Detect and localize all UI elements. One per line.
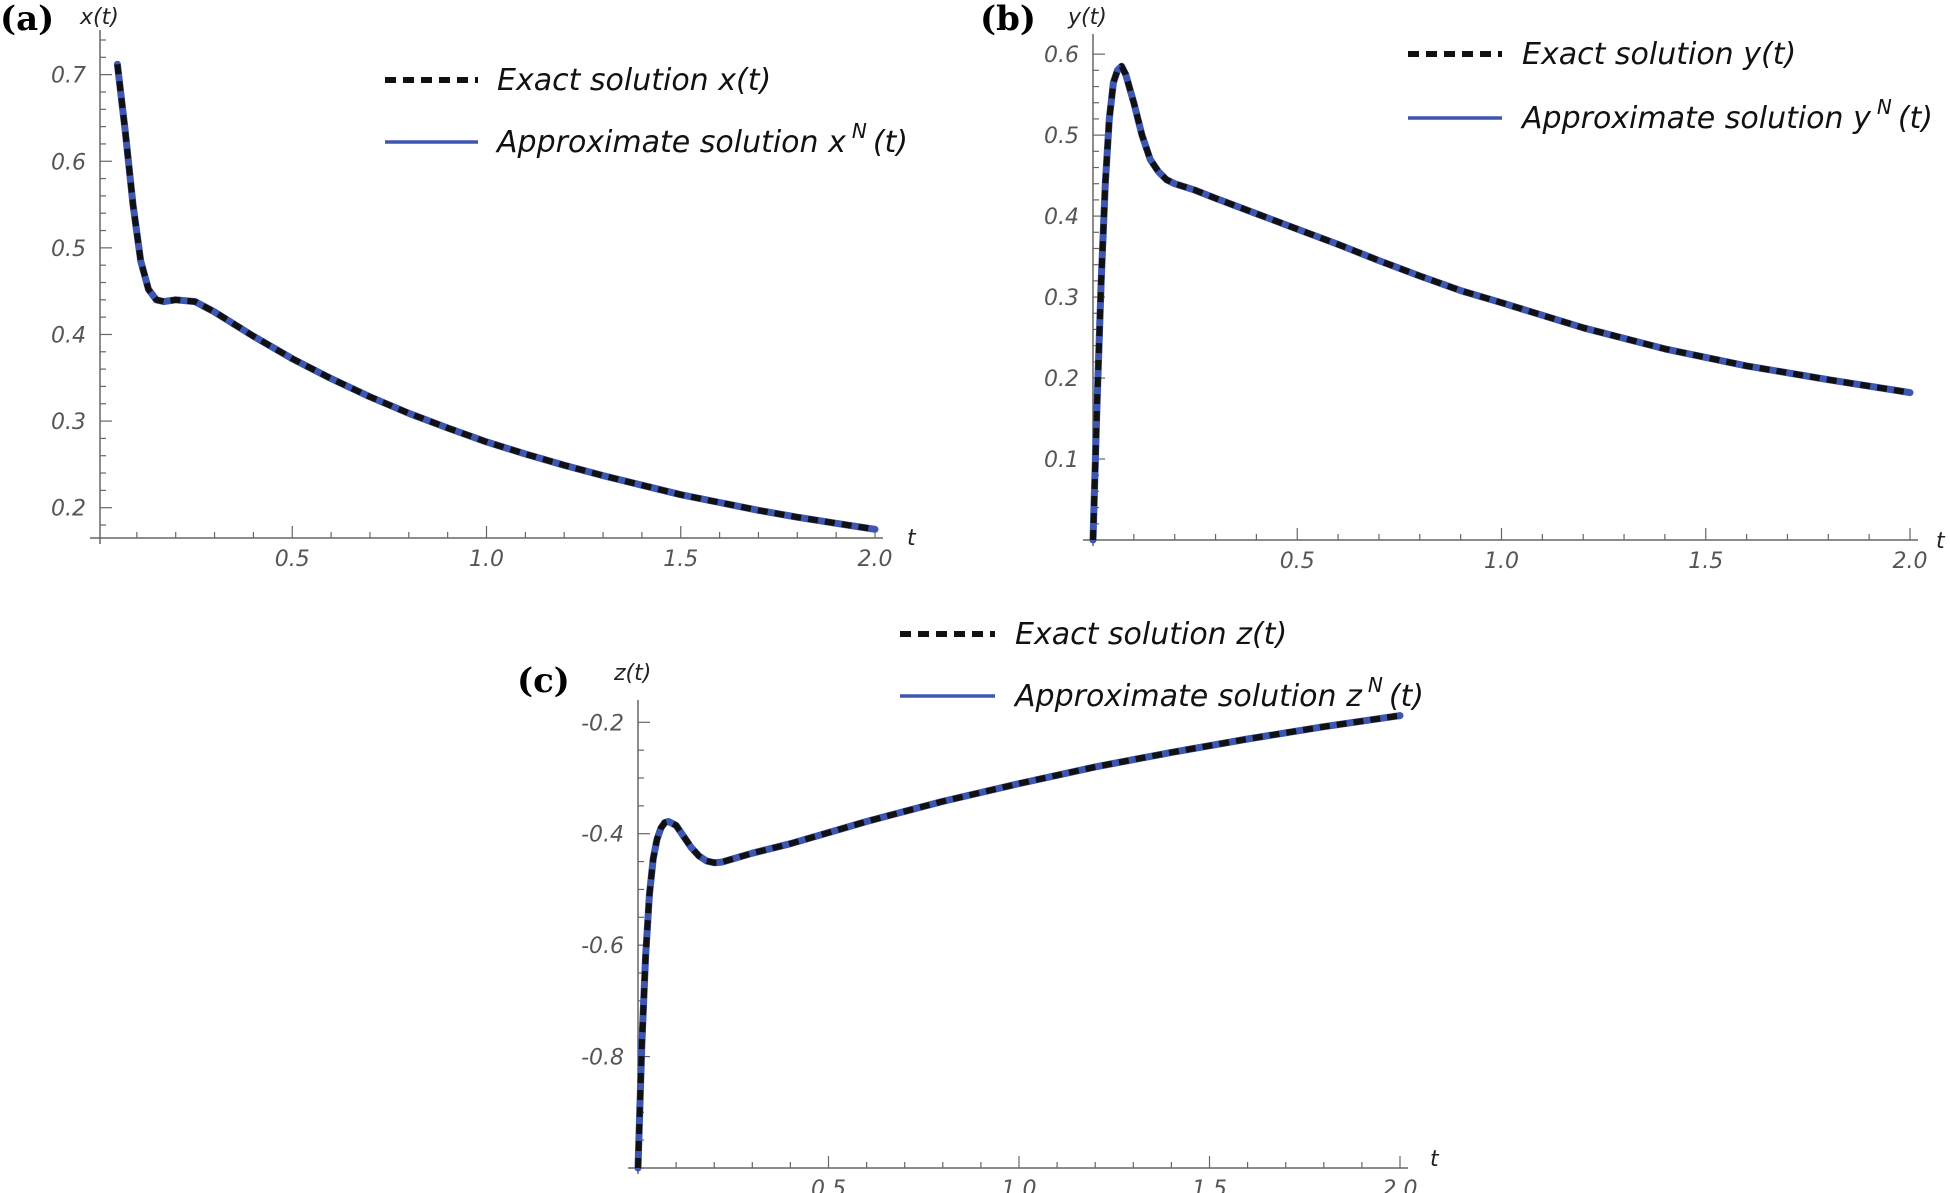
y-tick-label: 0.1 [1044,448,1079,473]
legend-exact-label: Exact solution x(t) [497,63,771,98]
y-tick-label: 0.5 [51,237,86,262]
y-tick-label: -0.4 [581,823,624,848]
x-tick-label: 0.5 [275,547,310,572]
series-approx-line [634,712,1404,1172]
curves-group [113,60,879,533]
axes-group: 0.5 1.0 1.5 2.0 0.2 0.3 0.4 0.5 0.6 0.7 [51,30,893,572]
x-tick-label: 0.5 [1280,549,1315,574]
panel-label: (b) [980,0,1036,39]
x-tick-label: 1.0 [469,547,504,572]
x-tick-label: 0.5 [811,1177,846,1193]
x-tick-label: 1.0 [1484,549,1519,574]
y-tick-label: 0.7 [51,64,86,89]
y-tick-label: 0.3 [51,410,86,435]
panel-label: (c) [517,661,570,701]
x-axis-label: t [1430,1147,1440,1172]
y-tick-label: 0.5 [1044,124,1079,149]
series-exact-line [1090,63,1911,541]
x-axis-label: t [907,526,917,551]
y-tick-label: -0.6 [581,934,624,959]
legend-approx-label: Approximate solution z N (t) [1013,673,1424,714]
panel-label: (a) [0,0,54,39]
y-tick-label: 0.4 [1044,205,1079,230]
series-exact-line [635,712,1401,1169]
y-tick-label: 0.2 [51,497,86,522]
legend: Exact solution x(t) Approximate solution… [385,63,908,160]
x-tick-label: 1.5 [663,547,698,572]
axes-group: 0.5 1.0 1.5 2.0 -0.8 -0.6 -0.4 -0.2 [581,700,1418,1193]
series-exact-line [114,63,876,533]
legend-exact-label: Exact solution y(t) [1522,37,1796,72]
panel-b: (b) y(t) t 0.5 1.0 1.5 2.0 0.1 0.2 0.3 0.4 0.5 0.… [980,0,1946,574]
curves-group [634,712,1404,1172]
y-tick-label: 0.6 [51,150,86,175]
y-axis-label: z(t) [613,661,651,686]
legend-approx-label: Approximate solution x N (t) [495,119,908,160]
y-axis-label: y(t) [1067,5,1107,30]
y-tick-label: 0.6 [1044,43,1079,68]
x-axis-label: t [1936,529,1946,554]
legend: Exact solution z(t) Approximate solution… [900,617,1424,714]
y-axis-label: x(t) [79,5,119,30]
legend-approx-label: Approximate solution y N (t) [1520,95,1933,136]
x-tick-label: 1.5 [1192,1177,1227,1193]
legend-exact-label: Exact solution z(t) [1015,617,1287,652]
y-tick-label: 0.4 [51,323,86,348]
y-tick-label: 0.2 [1044,367,1079,392]
panel-a: (a) x(t) t 0.5 1.0 1.5 2.00.20.30.40.50.60.… [0,0,917,572]
y-tick-label: -0.8 [581,1046,624,1071]
panel-c: (c) z(t) t 0.5 1.0 1.5 2.0-0.8-0.6-0.4-0.2 … [517,617,1440,1193]
x-tick-label: 1.5 [1688,549,1723,574]
legend: Exact solution y(t) Approximate solution… [1408,37,1933,136]
x-tick-label: 2.0 [1893,549,1928,574]
x-tick-label: 1.0 [1002,1177,1037,1193]
y-tick-label: -0.2 [581,711,624,736]
x-tick-label: 2.0 [1383,1177,1418,1193]
curves-group [1089,62,1914,544]
y-tick-label: 0.3 [1044,286,1079,311]
x-tick-label: 2.0 [858,547,893,572]
